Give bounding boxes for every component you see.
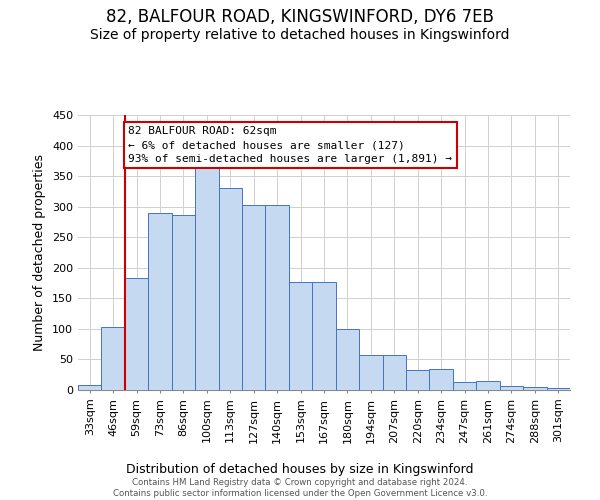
Bar (148, 213, 172, 390)
Bar (430, 368, 453, 390)
Bar (523, 387, 547, 390)
Bar (172, 214, 195, 390)
Bar (453, 382, 476, 390)
Bar (500, 386, 523, 390)
Bar (383, 354, 406, 390)
Bar (101, 327, 125, 390)
Bar (547, 388, 570, 390)
Bar (289, 282, 312, 390)
Bar (336, 329, 359, 390)
Text: 82 BALFOUR ROAD: 62sqm
← 6% of detached houses are smaller (127)
93% of semi-det: 82 BALFOUR ROAD: 62sqm ← 6% of detached … (128, 126, 452, 164)
Text: Size of property relative to detached houses in Kingswinford: Size of property relative to detached ho… (90, 28, 510, 42)
Bar (195, 166, 218, 390)
Bar (359, 354, 383, 390)
Bar (218, 188, 242, 390)
Y-axis label: Number of detached properties: Number of detached properties (34, 154, 46, 351)
Text: 82, BALFOUR ROAD, KINGSWINFORD, DY6 7EB: 82, BALFOUR ROAD, KINGSWINFORD, DY6 7EB (106, 8, 494, 26)
Bar (125, 278, 148, 390)
Bar (78, 385, 101, 390)
Text: Contains HM Land Registry data © Crown copyright and database right 2024.
Contai: Contains HM Land Registry data © Crown c… (113, 478, 487, 498)
Bar (242, 205, 265, 390)
Text: Distribution of detached houses by size in Kingswinford: Distribution of detached houses by size … (126, 462, 474, 475)
Bar (312, 282, 336, 390)
Bar (265, 205, 289, 390)
Bar (476, 381, 500, 390)
Bar (406, 370, 430, 390)
